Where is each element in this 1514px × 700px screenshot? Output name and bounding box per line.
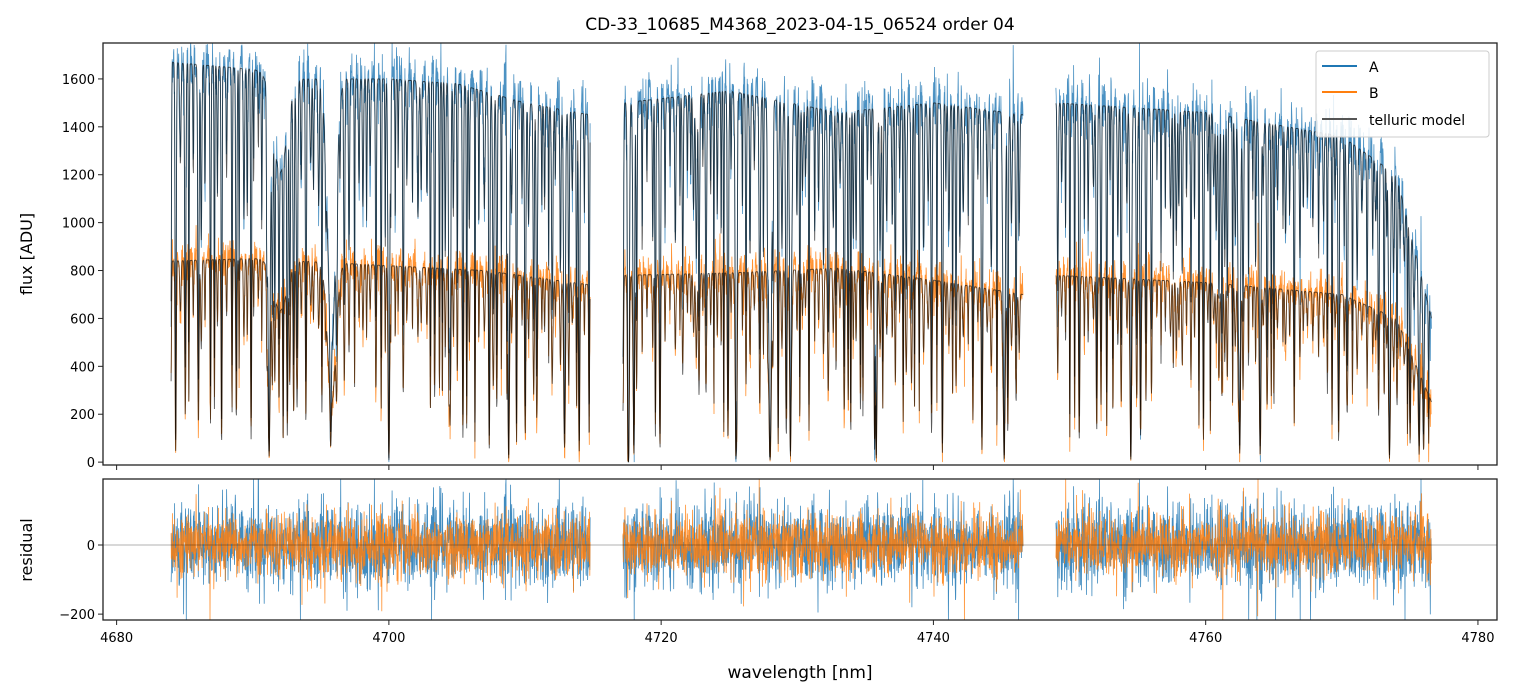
flux-ytick-label: 1200 bbox=[62, 169, 95, 184]
y-axis-label-flux: flux [ADU] bbox=[17, 213, 36, 295]
legend-label-b: B bbox=[1369, 86, 1379, 102]
legend-label-a: A bbox=[1369, 60, 1379, 76]
flux-axes: 0 200 400 600 800 1000 1200 1400 1600 bbox=[62, 42, 1498, 471]
residual-ytick-label: −200 bbox=[59, 608, 95, 623]
telluric-model-b-segment-1 bbox=[622, 267, 1023, 463]
x-axis-label: wavelength [nm] bbox=[727, 663, 872, 683]
telluric-model-b-segment-0 bbox=[170, 258, 591, 461]
residual-axes: −200 0 4680 4700 4720 4740 4760 4780 bbox=[59, 478, 1498, 646]
telluric-model-b-segment-2 bbox=[1055, 275, 1432, 460]
chart-title: CD-33_10685_M4368_2023-04-15_06524 order… bbox=[585, 15, 1014, 35]
residual-b-segment-0 bbox=[170, 494, 591, 621]
flux-ytick-label: 800 bbox=[70, 265, 95, 280]
telluric-model-a-segment-2 bbox=[1055, 102, 1432, 457]
legend-label-telluric: telluric model bbox=[1369, 113, 1465, 129]
flux-ytick-label: 600 bbox=[70, 312, 95, 327]
xtick-label: 4760 bbox=[1189, 631, 1222, 646]
flux-ytick-label: 1600 bbox=[62, 73, 95, 88]
y-axis-label-residual: residual bbox=[17, 518, 36, 581]
flux-ytick-label: 1400 bbox=[62, 121, 95, 136]
flux-ytick-label: 0 bbox=[87, 456, 95, 471]
residual-b-segment-2 bbox=[1055, 478, 1432, 621]
residual-ytick-label: 0 bbox=[87, 539, 95, 554]
telluric-model-a-segment-1 bbox=[622, 90, 1023, 462]
telluric-model-a-segment-0 bbox=[170, 61, 591, 459]
xtick-label: 4740 bbox=[917, 631, 950, 646]
residual-b-segment-1 bbox=[622, 478, 1024, 621]
xtick-label: 4720 bbox=[645, 631, 678, 646]
flux-ytick-label: 400 bbox=[70, 360, 95, 375]
xtick-label: 4680 bbox=[100, 631, 133, 646]
xtick-label: 4780 bbox=[1461, 631, 1494, 646]
flux-axes-frame bbox=[102, 42, 1498, 466]
flux-ytick-label: 1000 bbox=[62, 217, 95, 232]
flux-ytick-label: 200 bbox=[70, 408, 95, 423]
xtick-label: 4700 bbox=[372, 631, 405, 646]
residual-axes-frame bbox=[102, 478, 1498, 621]
legend: A B telluric model bbox=[1315, 50, 1490, 138]
